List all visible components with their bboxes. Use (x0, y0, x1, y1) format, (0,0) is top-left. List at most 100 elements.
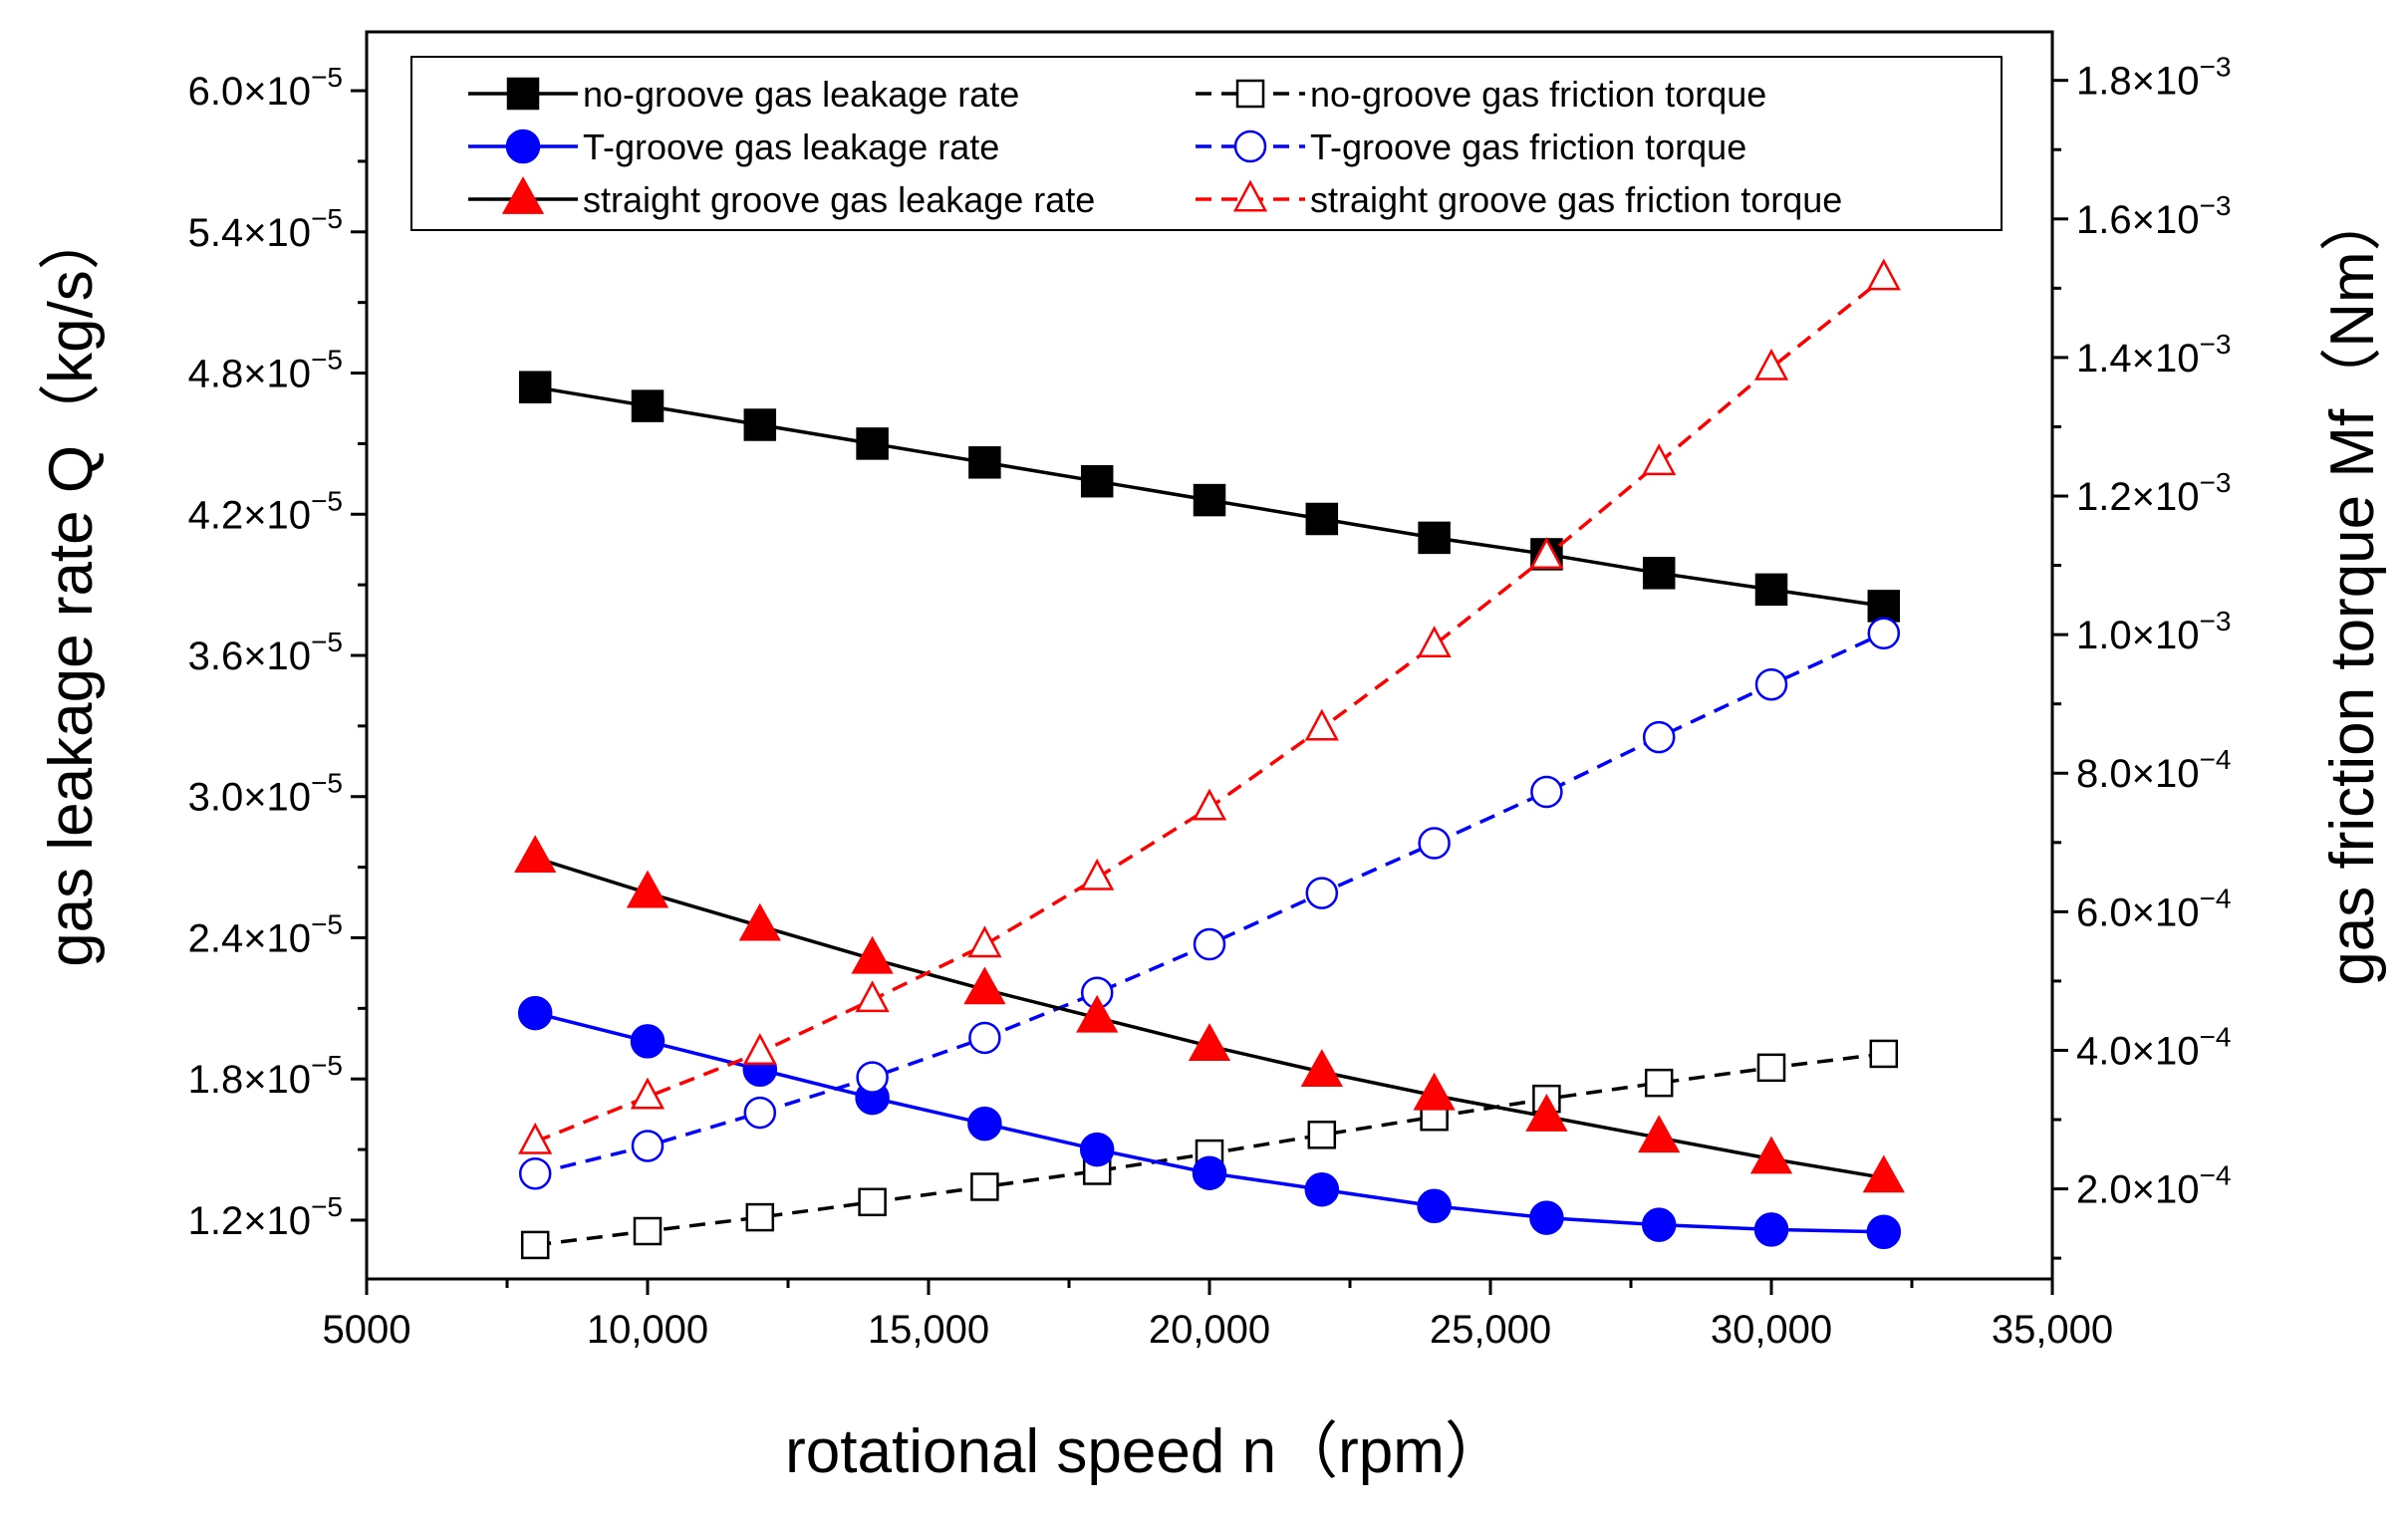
x-tick-label: 30,000 (1711, 1308, 1832, 1352)
data-point (514, 835, 557, 874)
data-point (1307, 1121, 1337, 1149)
data-point (1304, 708, 1339, 741)
x-tick-label: 25,000 (1430, 1308, 1551, 1352)
y-left-tick-label: 5.4×10−5 (188, 203, 343, 255)
y-right-tick-label: 1.2×10−3 (2076, 467, 2231, 519)
legend-swatch-marker (1232, 179, 1268, 212)
series-line (534, 856, 1885, 1180)
x-tick-label: 10,000 (587, 1308, 708, 1352)
x-tick-label: 20,000 (1149, 1308, 1270, 1352)
data-point (518, 1157, 552, 1190)
data-point (1193, 927, 1226, 961)
y-right-tick-label: 1.8×10−3 (2076, 52, 2231, 104)
y-left-tick-label: 1.8×10−5 (188, 1050, 343, 1102)
data-point (1193, 483, 1226, 517)
series-line (534, 276, 1885, 1143)
legend-item: T-groove gas leakage rate (468, 127, 999, 167)
legend-item: T-groove gas friction torque (1196, 127, 1746, 167)
x-tick-label: 5000 (323, 1308, 411, 1352)
y-left-tick-label: 2.4×10−5 (188, 908, 343, 960)
series-line (534, 632, 1885, 1175)
data-point (1413, 1072, 1456, 1111)
data-point (1642, 557, 1676, 590)
legend-label: no-groove gas friction torque (1310, 74, 1766, 115)
series-4 (514, 835, 1905, 1193)
data-point (1638, 1115, 1681, 1153)
left-axis-title: gas leakage rate Q（kg/s） (37, 208, 106, 967)
data-point (1862, 1154, 1905, 1193)
data-point (1754, 667, 1788, 701)
legend-swatch-marker (506, 77, 540, 111)
data-point (970, 1172, 999, 1201)
data-point (858, 1187, 887, 1217)
data-point (518, 371, 552, 403)
data-point (631, 389, 665, 422)
data-point (518, 1122, 553, 1154)
data-point (1192, 788, 1227, 821)
x-axis-title: rotational speed n（rpm） (785, 1417, 1506, 1486)
data-point (742, 1033, 777, 1066)
legend-item: no-groove gas leakage rate (468, 74, 1019, 115)
data-point (1417, 1188, 1452, 1224)
data-point (1305, 877, 1339, 909)
series-3 (518, 617, 1901, 1190)
data-point (517, 995, 553, 1031)
data-point (1754, 573, 1788, 607)
legend-swatch-marker (501, 176, 545, 214)
data-point (1753, 1212, 1789, 1247)
data-point (1080, 464, 1114, 498)
y-right-tick-label: 4.0×10−4 (2076, 1021, 2231, 1073)
y-left-tick-label: 3.6×10−5 (188, 627, 343, 678)
data-point (856, 1061, 889, 1094)
y-right-tick-label: 8.0×10−4 (2076, 744, 2231, 796)
data-point (1644, 1068, 1674, 1098)
data-point (1529, 537, 1564, 569)
data-point (633, 1216, 663, 1246)
data-point (1418, 521, 1451, 555)
y-left-tick-label: 1.2×10−5 (188, 1191, 343, 1243)
data-point (1642, 443, 1677, 476)
data-point (520, 1230, 550, 1260)
data-point (855, 980, 890, 1013)
legend-label: T-groove gas friction torque (1310, 127, 1746, 167)
data-point (738, 902, 781, 941)
legend-item: straight groove gas friction torque (1196, 179, 1842, 220)
y-right-tick-label: 1.6×10−3 (2076, 190, 2231, 242)
data-point (1867, 590, 1901, 623)
data-point (1866, 258, 1901, 291)
data-point (967, 1106, 1002, 1142)
data-point (851, 935, 894, 974)
data-point (968, 446, 1001, 479)
data-point (1529, 1200, 1564, 1235)
data-point (1080, 858, 1115, 890)
data-point (1866, 1214, 1902, 1250)
y-right-tick-label: 6.0×10−4 (2076, 883, 2231, 934)
data-point (1642, 720, 1676, 754)
data-point (1079, 1132, 1115, 1167)
y-left-tick-label: 3.0×10−5 (188, 768, 343, 820)
y-right-tick-label: 1.0×10−3 (2076, 606, 2231, 657)
data-point (1188, 1023, 1231, 1061)
legend-item: no-groove gas friction torque (1196, 74, 1766, 115)
data-point (856, 427, 889, 460)
legend-label: straight groove gas friction torque (1310, 179, 1842, 220)
legend-label: straight groove gas leakage rate (583, 179, 1095, 220)
data-point (1641, 1207, 1677, 1242)
data-point (743, 408, 777, 441)
legend-swatch-marker (1235, 79, 1265, 109)
data-point (1418, 827, 1451, 860)
series-0 (518, 371, 1901, 623)
data-point (1300, 1049, 1343, 1087)
legend-label: no-groove gas leakage rate (583, 74, 1019, 115)
data-point (630, 1024, 666, 1059)
data-point (1530, 775, 1563, 809)
data-point (1753, 348, 1789, 381)
data-point (743, 1096, 777, 1130)
y-left-tick-label: 4.2×10−5 (188, 485, 343, 537)
y-left-tick-label: 4.8×10−5 (188, 345, 343, 396)
series-5 (518, 258, 1901, 1154)
legend-swatch-marker (1233, 129, 1267, 163)
x-tick-label: 35,000 (1992, 1308, 2113, 1352)
data-point (1076, 994, 1119, 1033)
